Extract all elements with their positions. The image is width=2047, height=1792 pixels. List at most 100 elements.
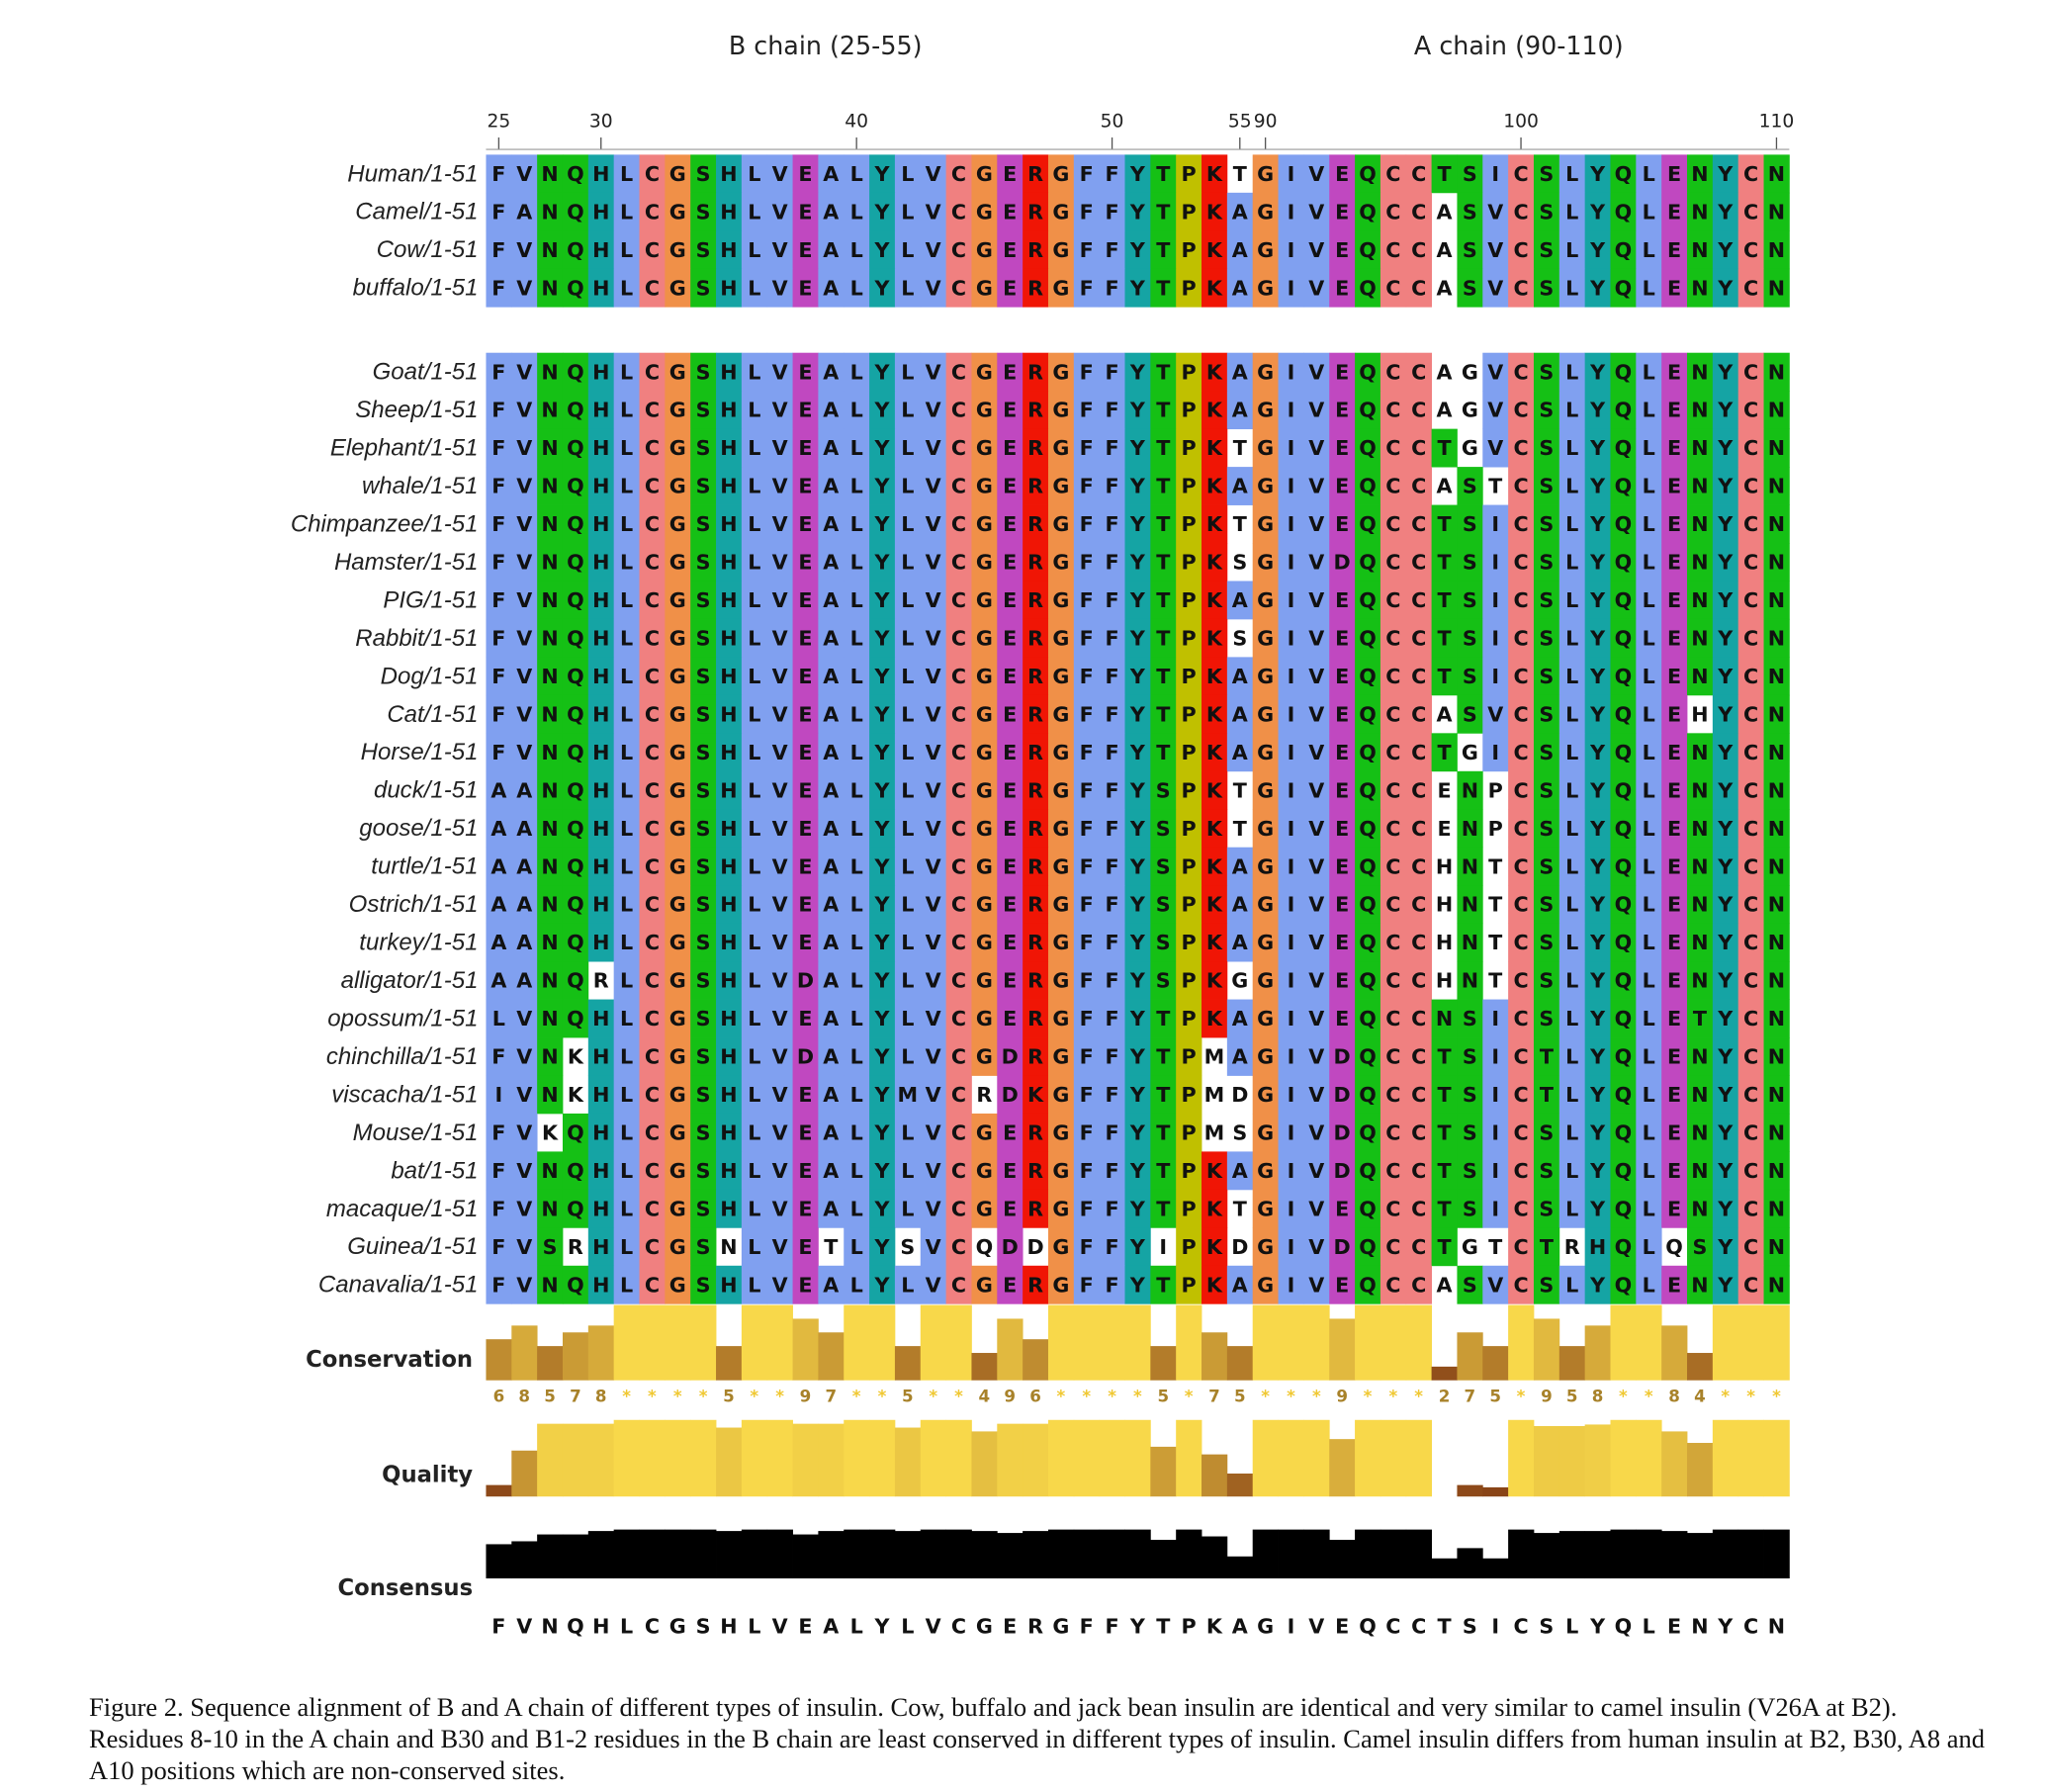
residue: E	[1667, 1159, 1681, 1183]
residue: E	[1003, 665, 1017, 688]
residue: L	[850, 1083, 863, 1107]
residue: G	[669, 588, 686, 612]
residue: C	[645, 817, 660, 841]
residue: V	[516, 1197, 532, 1220]
residue: V	[1487, 1273, 1503, 1297]
residue: L	[1565, 238, 1578, 262]
residue: V	[926, 475, 941, 498]
residue: V	[1308, 1007, 1324, 1030]
residue: E	[1335, 893, 1349, 917]
residue: L	[901, 200, 914, 224]
sequence-name: chinchilla/1-51	[326, 1043, 479, 1070]
residue: K	[1206, 512, 1223, 536]
residue-cell	[945, 230, 972, 270]
residue-cell	[562, 230, 589, 270]
sequence-name: alligator/1-51	[341, 967, 479, 994]
residue-cell	[1431, 428, 1458, 468]
residue-cell	[818, 192, 845, 231]
residue: T	[1156, 276, 1170, 300]
residue: L	[1565, 1273, 1578, 1297]
residue-cell	[1150, 230, 1177, 270]
residue: Y	[1717, 741, 1734, 764]
residue-cell	[1226, 230, 1254, 270]
residue: L	[850, 1159, 863, 1183]
residue: A	[1232, 1045, 1248, 1069]
sequence-name: Horse/1-51	[361, 739, 479, 765]
residue: K	[1206, 854, 1223, 878]
residue: C	[1743, 778, 1758, 802]
residue: N	[1691, 1083, 1708, 1107]
quality-bar	[1687, 1443, 1714, 1497]
residue-cell	[766, 154, 793, 194]
residue: V	[1308, 854, 1324, 878]
residue: C	[1385, 276, 1400, 300]
residue: A	[1232, 1273, 1248, 1297]
sequence-name: Cow/1-51	[377, 236, 479, 263]
residue: H	[592, 512, 609, 536]
caption: Figure 2. Sequence alignment of B and A …	[89, 1692, 1985, 1785]
residue: C	[645, 588, 660, 612]
residue: C	[1513, 551, 1528, 575]
conservation-value-label: *	[1133, 1388, 1142, 1406]
residue: A	[823, 627, 839, 651]
residue: G	[1052, 969, 1069, 993]
sequence-name: turkey/1-51	[359, 930, 478, 956]
residue: L	[748, 360, 760, 384]
residue: E	[1335, 238, 1349, 262]
residue: H	[592, 1083, 609, 1107]
consensus-bar	[1355, 1529, 1381, 1579]
residue: C	[1411, 588, 1426, 612]
residue: V	[926, 1273, 941, 1297]
residue-cell	[997, 192, 1024, 231]
residue-cell	[690, 467, 717, 505]
residue: L	[850, 893, 863, 917]
residue: S	[1539, 551, 1554, 575]
residue: N	[1768, 1235, 1785, 1259]
residue: L	[1643, 1273, 1655, 1297]
residue: V	[516, 1045, 532, 1069]
residue: S	[1232, 1121, 1247, 1145]
residue: L	[748, 399, 760, 422]
residue: V	[1308, 512, 1324, 536]
residue: H	[720, 931, 737, 954]
residue-cell	[1610, 154, 1637, 194]
residue: G	[1257, 162, 1274, 186]
residue: C	[1743, 162, 1758, 186]
sequence-name: Canavalia/1-51	[318, 1272, 479, 1299]
residue: V	[926, 588, 941, 612]
residue-cell	[1099, 268, 1125, 308]
residue: T	[824, 1235, 838, 1259]
consensus-residue: Y	[1589, 1614, 1606, 1638]
residue: Q	[1359, 741, 1377, 764]
residue: F	[1080, 276, 1094, 300]
conservation-bar	[665, 1304, 691, 1381]
quality-bar	[511, 1450, 538, 1497]
residue-cell	[511, 352, 538, 392]
residue: C	[1385, 399, 1400, 422]
residue: F	[491, 399, 505, 422]
residue: S	[1463, 1007, 1477, 1030]
residue: L	[901, 1007, 914, 1030]
residue: H	[592, 1159, 609, 1183]
residue: V	[1487, 276, 1503, 300]
residue-cell	[613, 428, 640, 468]
consensus-bar	[1047, 1529, 1075, 1579]
residue: S	[696, 1083, 711, 1107]
consensus-bar	[997, 1533, 1024, 1579]
residue: Q	[1615, 1045, 1633, 1069]
residue: S	[1156, 969, 1171, 993]
residue: T	[1156, 1121, 1170, 1145]
residue: S	[1539, 741, 1554, 764]
residue: V	[772, 1007, 788, 1030]
residue-cell	[1687, 154, 1714, 194]
conservation-value-label: *	[1619, 1388, 1628, 1406]
residue: P	[1182, 238, 1197, 262]
residue: F	[1106, 512, 1119, 536]
residue: S	[696, 1159, 711, 1183]
residue: E	[1667, 276, 1681, 300]
residue: V	[926, 551, 941, 575]
residue: S	[1539, 436, 1554, 460]
residue: F	[1106, 741, 1119, 764]
sequence-name: Guinea/1-51	[347, 1233, 478, 1260]
residue: Y	[1717, 162, 1734, 186]
